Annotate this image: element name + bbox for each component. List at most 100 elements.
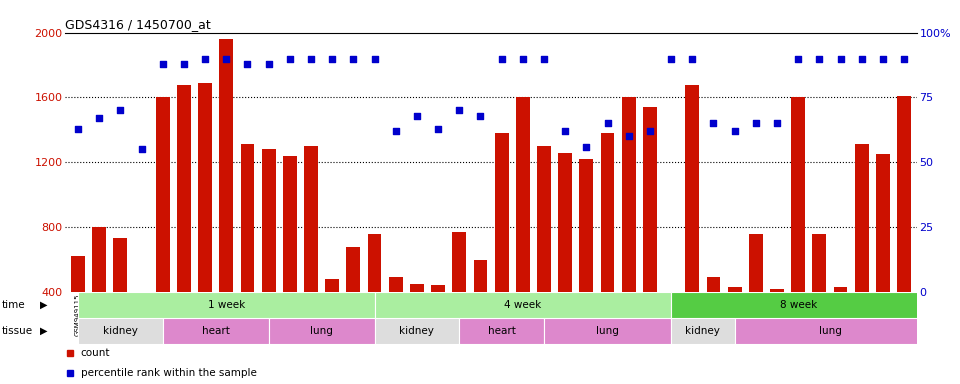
Text: 1 week: 1 week xyxy=(207,300,245,310)
Point xyxy=(133,146,149,152)
Point xyxy=(790,56,805,62)
Bar xyxy=(580,159,593,357)
Bar xyxy=(664,292,678,357)
Point xyxy=(600,120,615,126)
Point xyxy=(684,56,700,62)
Text: ▶: ▶ xyxy=(40,300,48,310)
Bar xyxy=(516,98,530,357)
Bar xyxy=(325,279,339,357)
Bar xyxy=(559,152,572,357)
Text: lung: lung xyxy=(819,326,841,336)
Bar xyxy=(459,318,544,344)
Point xyxy=(472,113,488,119)
Bar xyxy=(262,149,276,357)
Bar xyxy=(537,146,551,357)
Text: count: count xyxy=(81,348,110,358)
Bar xyxy=(622,98,636,357)
Bar xyxy=(220,39,233,357)
Bar xyxy=(494,133,509,357)
Bar xyxy=(749,233,762,357)
Bar xyxy=(791,98,805,357)
Point xyxy=(91,115,107,121)
Point xyxy=(727,128,742,134)
Bar xyxy=(283,156,297,357)
Bar xyxy=(241,144,254,357)
Bar xyxy=(374,318,459,344)
Text: GDS4316 / 1450700_at: GDS4316 / 1450700_at xyxy=(65,18,211,31)
Point xyxy=(409,113,424,119)
Bar xyxy=(770,289,784,357)
Point xyxy=(261,61,276,67)
Point xyxy=(663,56,679,62)
Bar xyxy=(177,84,191,357)
Point xyxy=(769,120,784,126)
Point xyxy=(558,128,573,134)
Bar xyxy=(473,260,488,357)
Text: ▶: ▶ xyxy=(40,326,48,336)
Bar xyxy=(368,233,381,357)
Bar xyxy=(78,292,374,318)
Text: percentile rank within the sample: percentile rank within the sample xyxy=(81,368,256,378)
Text: time: time xyxy=(2,300,26,310)
Bar xyxy=(671,318,734,344)
Point xyxy=(897,56,912,62)
Point xyxy=(812,56,828,62)
Point xyxy=(240,61,255,67)
Text: heart: heart xyxy=(202,326,229,336)
Bar xyxy=(643,107,657,357)
Point xyxy=(112,108,128,114)
Bar xyxy=(71,257,84,357)
Text: kidney: kidney xyxy=(685,326,720,336)
Point xyxy=(346,56,361,62)
Text: 4 week: 4 week xyxy=(504,300,541,310)
Bar xyxy=(269,318,374,344)
Bar xyxy=(431,285,445,357)
Bar xyxy=(707,277,720,357)
Bar xyxy=(134,294,149,357)
Point xyxy=(494,56,510,62)
Bar xyxy=(685,84,699,357)
Point xyxy=(282,56,298,62)
Text: kidney: kidney xyxy=(399,326,434,336)
Point xyxy=(367,56,382,62)
Bar xyxy=(854,144,869,357)
Text: kidney: kidney xyxy=(103,326,138,336)
Point xyxy=(833,56,849,62)
Point xyxy=(430,126,445,132)
Bar xyxy=(734,318,925,344)
Bar xyxy=(198,83,212,357)
Bar xyxy=(601,133,614,357)
Bar xyxy=(162,318,269,344)
Point xyxy=(177,61,192,67)
Bar xyxy=(389,277,402,357)
Point xyxy=(537,56,552,62)
Bar xyxy=(898,96,911,357)
Bar xyxy=(347,247,360,357)
Bar xyxy=(113,238,128,357)
Bar xyxy=(92,227,106,357)
Bar xyxy=(544,318,671,344)
Point xyxy=(579,144,594,150)
Point xyxy=(155,61,170,67)
Bar xyxy=(876,154,890,357)
Bar xyxy=(671,292,925,318)
Text: lung: lung xyxy=(596,326,619,336)
Bar xyxy=(812,233,827,357)
Bar xyxy=(410,284,423,357)
Point xyxy=(198,56,213,62)
Point xyxy=(451,108,467,114)
Point xyxy=(324,56,340,62)
Text: tissue: tissue xyxy=(2,326,33,336)
Text: 8 week: 8 week xyxy=(780,300,817,310)
Bar xyxy=(728,287,741,357)
Point xyxy=(388,128,403,134)
Bar xyxy=(374,292,671,318)
Bar xyxy=(78,318,162,344)
Bar xyxy=(304,146,318,357)
Point xyxy=(70,126,85,132)
Bar xyxy=(833,287,848,357)
Point xyxy=(303,56,319,62)
Point xyxy=(854,56,870,62)
Point xyxy=(219,56,234,62)
Point xyxy=(642,128,658,134)
